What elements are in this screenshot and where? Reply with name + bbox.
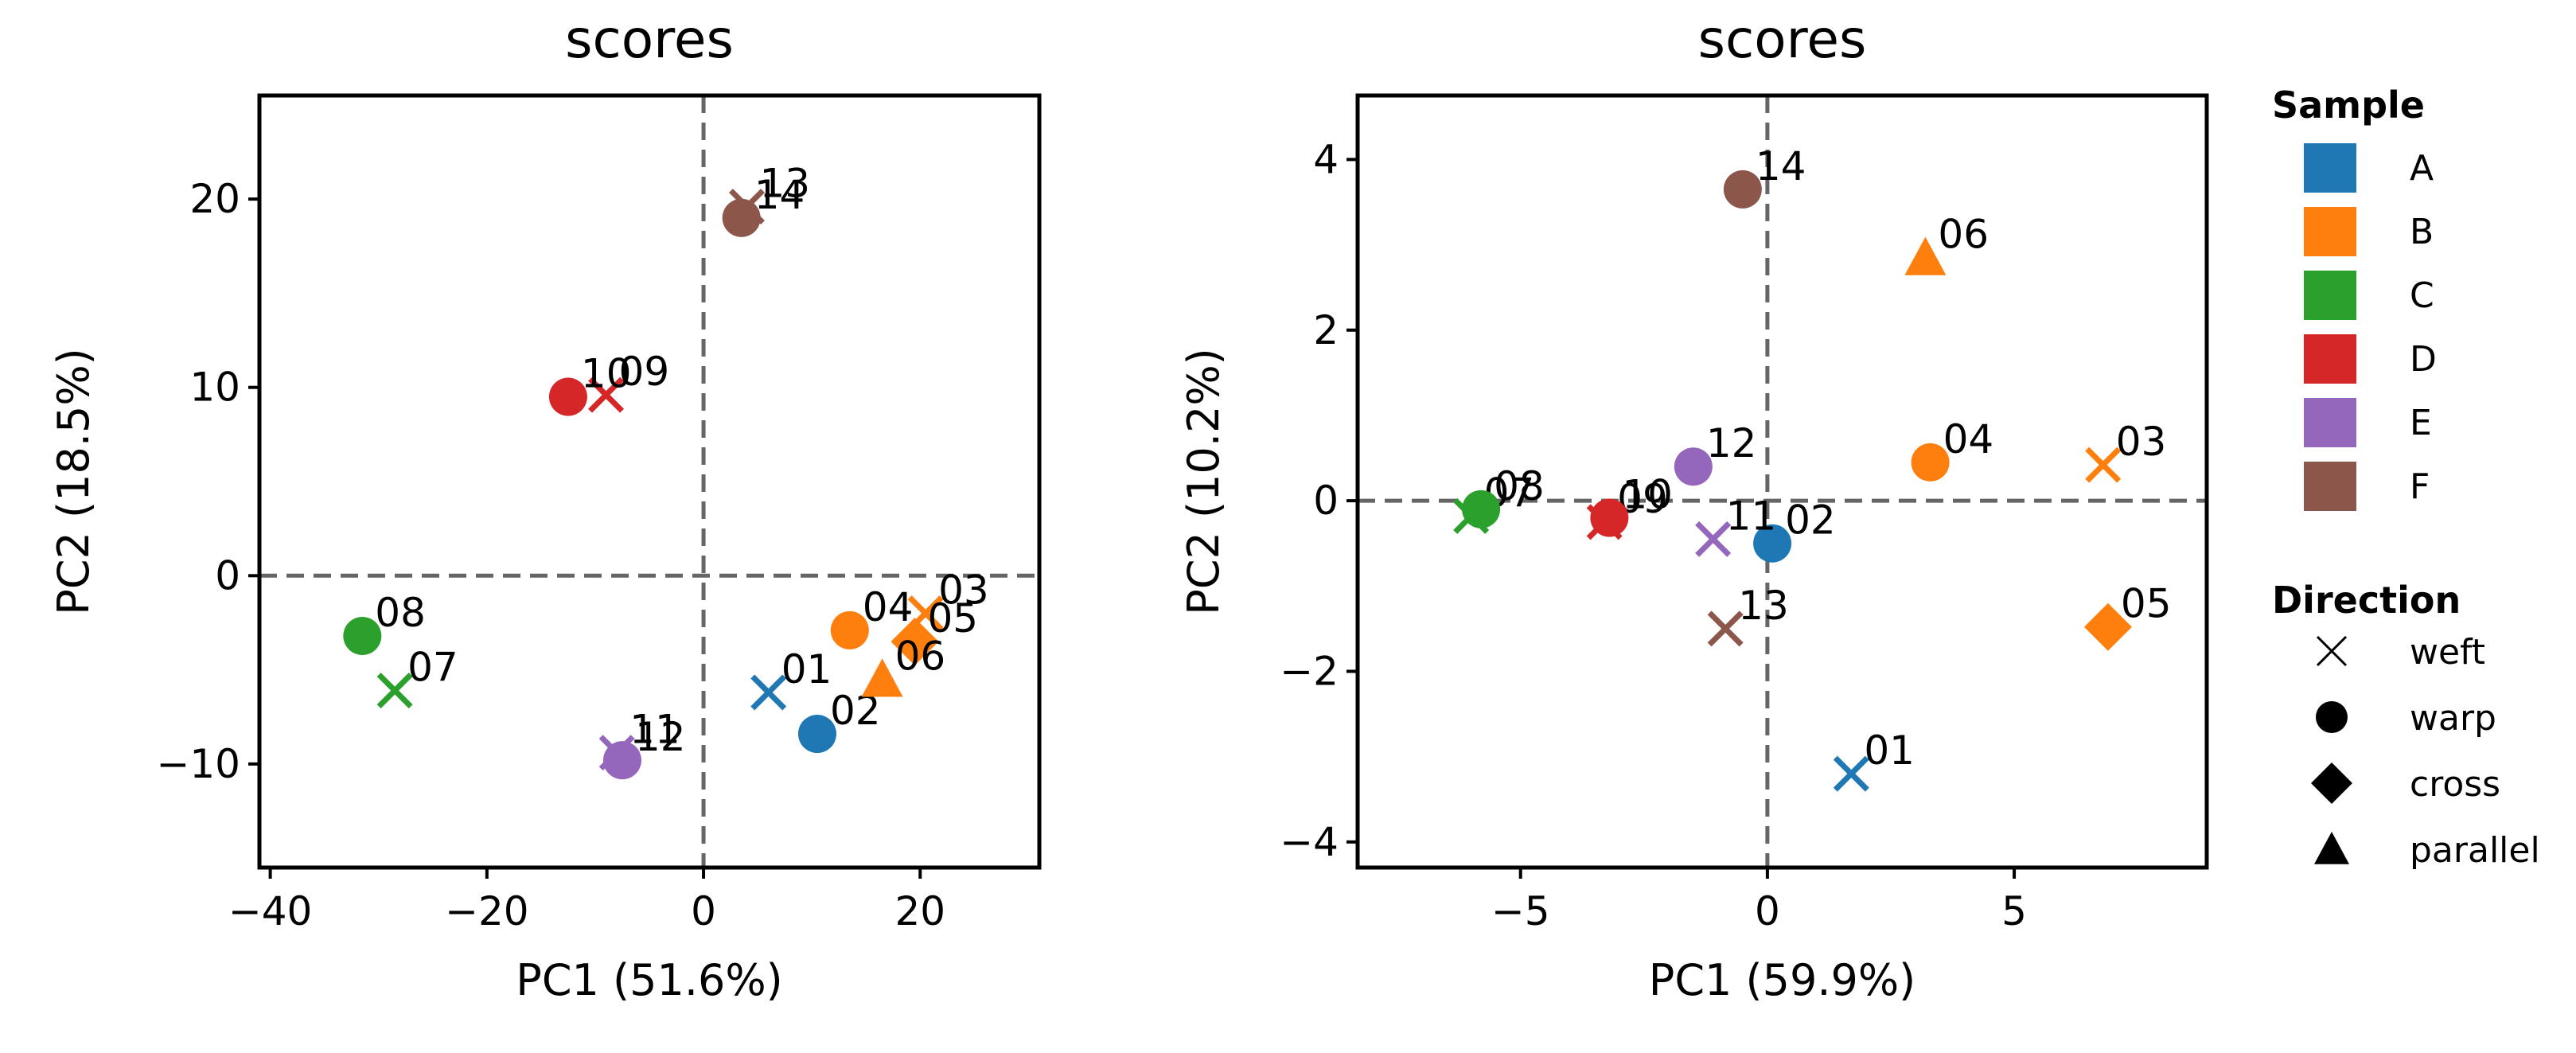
data-point-01	[750, 674, 787, 711]
legend-label-A: A	[2410, 148, 2434, 189]
y-tick-label: 4	[1313, 136, 1339, 182]
data-point-06	[1904, 236, 1947, 275]
point-label-08: 08	[1494, 463, 1545, 509]
data-point-07	[376, 673, 413, 709]
legend-label-E: E	[2410, 403, 2432, 443]
legend-label-B: B	[2410, 212, 2434, 252]
point-label-01: 01	[781, 646, 832, 692]
y-tick-label: −10	[156, 741, 240, 787]
legend-swatch-D	[2304, 334, 2356, 384]
y-tick-label: 2	[1313, 307, 1339, 353]
legend-swatch-B	[2304, 207, 2356, 256]
legend-title-sample: Sample	[2272, 84, 2425, 127]
y-tick-label: 0	[215, 552, 240, 599]
point-label-10: 10	[1622, 472, 1673, 518]
data-point-08	[1462, 489, 1501, 528]
data-point-13	[1707, 610, 1744, 647]
point-label-08: 08	[375, 590, 426, 636]
point-label-10: 10	[581, 351, 632, 397]
legend-title-direction: Direction	[2272, 579, 2461, 622]
data-point-01	[1833, 755, 1869, 792]
chart-title: scores	[565, 9, 734, 70]
x-tick-label: 0	[691, 888, 716, 934]
point-label-05: 05	[927, 595, 978, 642]
legend-label-D: D	[2410, 339, 2437, 380]
y-tick-label: −2	[1280, 648, 1339, 694]
point-label-05: 05	[2121, 581, 2172, 627]
legend-label-warp: warp	[2410, 698, 2496, 739]
data-point-10	[1590, 498, 1629, 537]
point-label-14: 14	[754, 172, 805, 218]
data-point-12	[1674, 447, 1713, 486]
point-label-04: 04	[863, 584, 914, 630]
data-point-02	[797, 715, 836, 754]
data-point-03	[2085, 447, 2122, 483]
point-label-06: 06	[895, 633, 946, 679]
y-tick-label: 20	[189, 176, 240, 222]
point-label-09: 09	[619, 349, 670, 395]
legend-label-weft: weft	[2410, 632, 2485, 673]
legend-label-parallel: parallel	[2410, 830, 2540, 871]
data-point-04	[1911, 443, 1950, 482]
point-label-14: 14	[1756, 143, 1806, 189]
plot-frame	[257, 93, 1042, 870]
data-point-09	[588, 376, 625, 413]
legend-swatch-F	[2304, 462, 2356, 511]
x-tick-label: −40	[228, 888, 313, 934]
x-tick-label: 20	[894, 888, 945, 934]
legend-label-F: F	[2410, 466, 2430, 507]
x-tick-label: 0	[1755, 888, 1780, 934]
y-axis-label: PC2 (18.5%)	[49, 348, 99, 614]
point-label-13: 13	[760, 161, 811, 207]
legend-marker-weft	[2316, 635, 2348, 667]
point-label-03: 03	[938, 567, 989, 614]
y-tick-label: 0	[1313, 478, 1339, 524]
data-point-12	[602, 741, 641, 780]
point-label-02: 02	[1785, 497, 1836, 544]
point-label-11: 11	[1726, 493, 1777, 539]
data-point-14	[722, 198, 761, 237]
y-axis-label: PC2 (10.2%)	[1179, 348, 1229, 614]
point-label-06: 06	[1938, 212, 1989, 258]
data-point-06	[861, 658, 903, 697]
legend-swatch-A	[2304, 143, 2356, 193]
data-point-05	[890, 618, 939, 666]
legend-label-cross: cross	[2410, 764, 2500, 805]
point-label-04: 04	[1943, 416, 1994, 462]
point-label-01: 01	[1864, 727, 1915, 774]
point-label-07: 07	[407, 645, 458, 691]
legend-swatch-C	[2304, 271, 2356, 320]
data-point-05	[2083, 603, 2132, 651]
plot-frame	[1355, 93, 2209, 870]
data-point-11	[1695, 521, 1732, 557]
data-point-08	[343, 617, 382, 655]
point-label-03: 03	[2116, 419, 2167, 465]
legend-label-C: C	[2410, 275, 2434, 316]
y-tick-label: −4	[1280, 819, 1339, 865]
legend-marker-warp	[2316, 701, 2348, 733]
point-label-12: 12	[1706, 420, 1757, 466]
x-tick-label: −20	[445, 888, 529, 934]
point-label-12: 12	[635, 714, 686, 760]
legend-marker-cross	[2311, 762, 2352, 804]
x-axis-label: PC1 (51.6%)	[516, 955, 782, 1005]
y-tick-label: 10	[189, 365, 240, 411]
data-point-04	[830, 610, 869, 649]
x-tick-label: 5	[2001, 888, 2027, 934]
data-point-02	[1753, 524, 1792, 563]
point-label-11: 11	[629, 707, 680, 753]
x-axis-label: PC1 (59.9%)	[1649, 955, 1915, 1005]
point-label-13: 13	[1738, 583, 1789, 629]
legend-swatch-E	[2304, 398, 2356, 447]
data-point-10	[548, 377, 587, 416]
legend-marker-parallel	[2314, 832, 2349, 864]
data-point-14	[1723, 170, 1762, 209]
chart-title: scores	[1698, 9, 1867, 70]
x-tick-label: −5	[1491, 888, 1550, 934]
